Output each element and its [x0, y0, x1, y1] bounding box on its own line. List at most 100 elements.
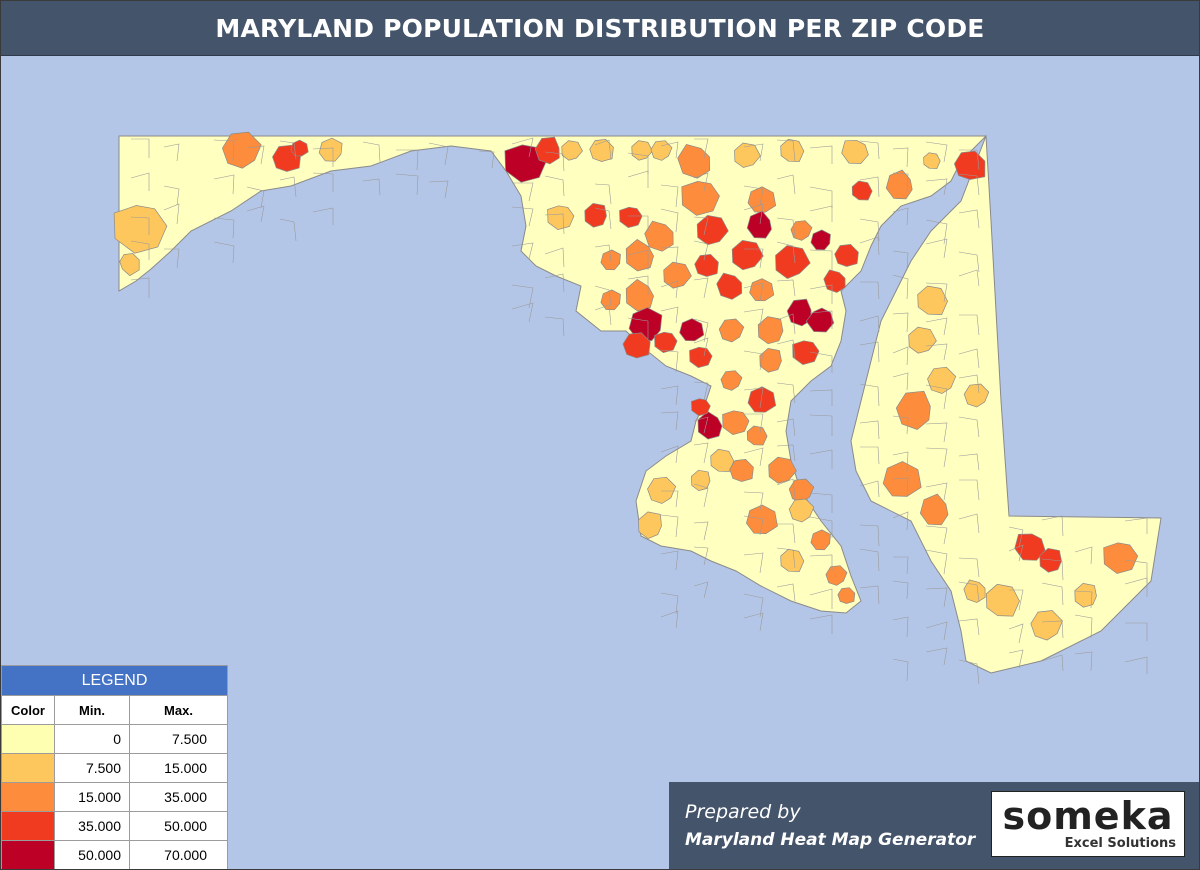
zip-boundary [693, 381, 709, 401]
zip-boundary [594, 183, 612, 205]
zip-region [318, 137, 343, 162]
zip-boundary [743, 308, 764, 327]
zip-region [644, 220, 674, 252]
zip-boundary [693, 216, 709, 236]
zip-boundary [776, 444, 796, 462]
zip-boundary [925, 482, 948, 501]
zip-boundary [809, 310, 833, 329]
zip-boundary [958, 416, 980, 438]
zip-boundary [860, 281, 880, 300]
zip-boundary [1041, 620, 1064, 639]
zip-region [547, 205, 575, 230]
zip-boundary [892, 207, 909, 226]
zip-boundary [776, 313, 796, 335]
zip-boundary [925, 422, 948, 443]
zip-boundary [660, 141, 679, 159]
zip-boundary [959, 149, 980, 171]
zip-boundary [627, 152, 649, 174]
zip-boundary [395, 173, 419, 196]
zip-boundary [131, 138, 150, 158]
zip-boundary [860, 446, 880, 465]
zip-region [504, 144, 547, 183]
zip-boundary [396, 149, 419, 171]
zip-boundary [213, 174, 235, 195]
zip-region [1014, 533, 1046, 561]
zip-region [917, 285, 948, 315]
zip-region [622, 332, 651, 359]
zip-boundary [958, 453, 980, 471]
zip-region [638, 511, 662, 539]
zip-region [963, 383, 990, 408]
zip-boundary [743, 515, 764, 536]
zip-region [851, 180, 873, 201]
zip-region [663, 261, 692, 289]
zip-boundary [312, 172, 334, 192]
zip-boundary [925, 178, 948, 196]
zip-boundary [660, 610, 679, 629]
zip-region [716, 272, 743, 300]
zip-boundary [213, 217, 235, 239]
zip-boundary [859, 383, 880, 407]
legend-min: 50.000 [54, 840, 130, 869]
zip-regions [113, 131, 1139, 641]
logo-wordmark: someka [1002, 794, 1174, 838]
zip-region [810, 529, 831, 551]
zip-boundary [1041, 654, 1064, 672]
zip-boundary [544, 175, 565, 197]
prepared-by-panel: Prepared by Maryland Heat Map Generator … [669, 782, 1199, 869]
zip-region [780, 138, 805, 162]
zip-region [625, 238, 654, 272]
zip-region [768, 456, 797, 484]
zip-region [1103, 542, 1139, 574]
zip-boundary [130, 240, 150, 260]
zip-boundary [628, 215, 649, 232]
zip-boundary [776, 339, 796, 360]
zip-boundary [776, 241, 796, 264]
zip-boundary [958, 348, 980, 369]
zip-boundary [809, 145, 833, 164]
zip-boundary [428, 142, 449, 166]
zip-boundary [544, 151, 565, 172]
zip-boundary [1041, 515, 1064, 537]
legend-header: LEGEND [1, 665, 228, 696]
zip-region [837, 587, 856, 604]
zip-boundary [743, 282, 764, 302]
zip-region [757, 316, 784, 345]
zip-boundary [925, 587, 948, 608]
zip-boundary [776, 279, 796, 297]
zip-boundary [511, 302, 534, 323]
state-shape [118, 135, 1162, 674]
zip-boundary [859, 420, 880, 440]
legend-max: 7.500 [129, 724, 228, 754]
zip-boundary [958, 618, 980, 636]
zip-boundary [859, 315, 880, 333]
zip-boundary [892, 451, 909, 473]
zip-region [885, 169, 913, 200]
zip-boundary [163, 203, 180, 225]
zip-region [647, 476, 677, 504]
zip-boundary [892, 274, 909, 300]
zip-boundary [859, 176, 880, 198]
someka-logo[interactable]: someka Excel Solutions [991, 791, 1185, 857]
zip-boundary [511, 206, 534, 227]
zip-boundary [693, 277, 709, 299]
legend-swatch [1, 753, 55, 783]
zip-boundary [925, 647, 948, 666]
page-title: MARYLAND POPULATION DISTRIBUTION PER ZIP… [215, 13, 985, 43]
zip-region [561, 140, 583, 161]
zip-region [841, 140, 869, 164]
zip-region [650, 140, 673, 161]
zip-boundary [544, 273, 565, 293]
zip-boundary [776, 547, 796, 569]
zip-boundary [859, 548, 880, 572]
zip-region [985, 583, 1020, 617]
legend-swatch [1, 811, 55, 841]
zip-boundary [925, 317, 948, 336]
zip-region [619, 206, 643, 228]
zip-boundary [1124, 577, 1148, 597]
zip-region [1030, 610, 1063, 641]
zip-boundary [594, 285, 612, 307]
zip-boundary [246, 205, 265, 223]
zip-boundary [627, 249, 649, 270]
